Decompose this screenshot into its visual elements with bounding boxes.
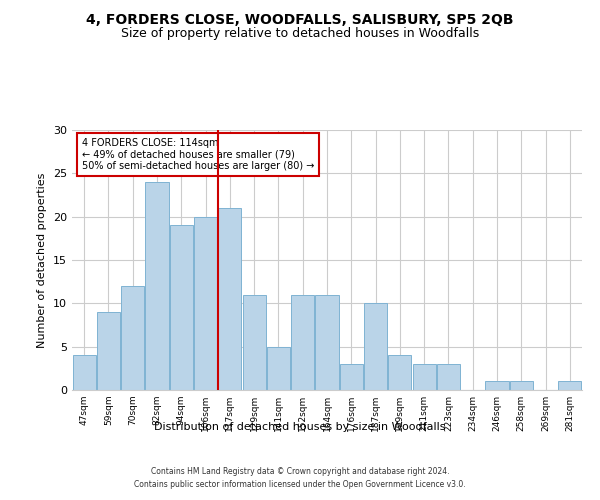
Bar	[97, 312, 120, 390]
Bar	[388, 356, 412, 390]
Bar	[194, 216, 217, 390]
Text: 4 FORDERS CLOSE: 114sqm
← 49% of detached houses are smaller (79)
50% of semi-de: 4 FORDERS CLOSE: 114sqm ← 49% of detache…	[82, 138, 314, 171]
Text: 4, FORDERS CLOSE, WOODFALLS, SALISBURY, SP5 2QB: 4, FORDERS CLOSE, WOODFALLS, SALISBURY, …	[86, 12, 514, 26]
Text: Contains HM Land Registry data © Crown copyright and database right 2024.
Contai: Contains HM Land Registry data © Crown c…	[134, 468, 466, 489]
Bar	[242, 294, 266, 390]
Bar	[510, 382, 533, 390]
Bar	[485, 382, 509, 390]
Bar	[340, 364, 363, 390]
Y-axis label: Number of detached properties: Number of detached properties	[37, 172, 47, 348]
Bar	[437, 364, 460, 390]
Bar	[73, 356, 95, 390]
Text: Size of property relative to detached houses in Woodfalls: Size of property relative to detached ho…	[121, 28, 479, 40]
Bar	[316, 294, 338, 390]
Text: Distribution of detached houses by size in Woodfalls: Distribution of detached houses by size …	[154, 422, 446, 432]
Bar	[170, 226, 193, 390]
Bar	[559, 382, 581, 390]
Bar	[145, 182, 169, 390]
Bar	[121, 286, 144, 390]
Bar	[218, 208, 241, 390]
Bar	[364, 304, 387, 390]
Bar	[413, 364, 436, 390]
Bar	[267, 346, 290, 390]
Bar	[291, 294, 314, 390]
